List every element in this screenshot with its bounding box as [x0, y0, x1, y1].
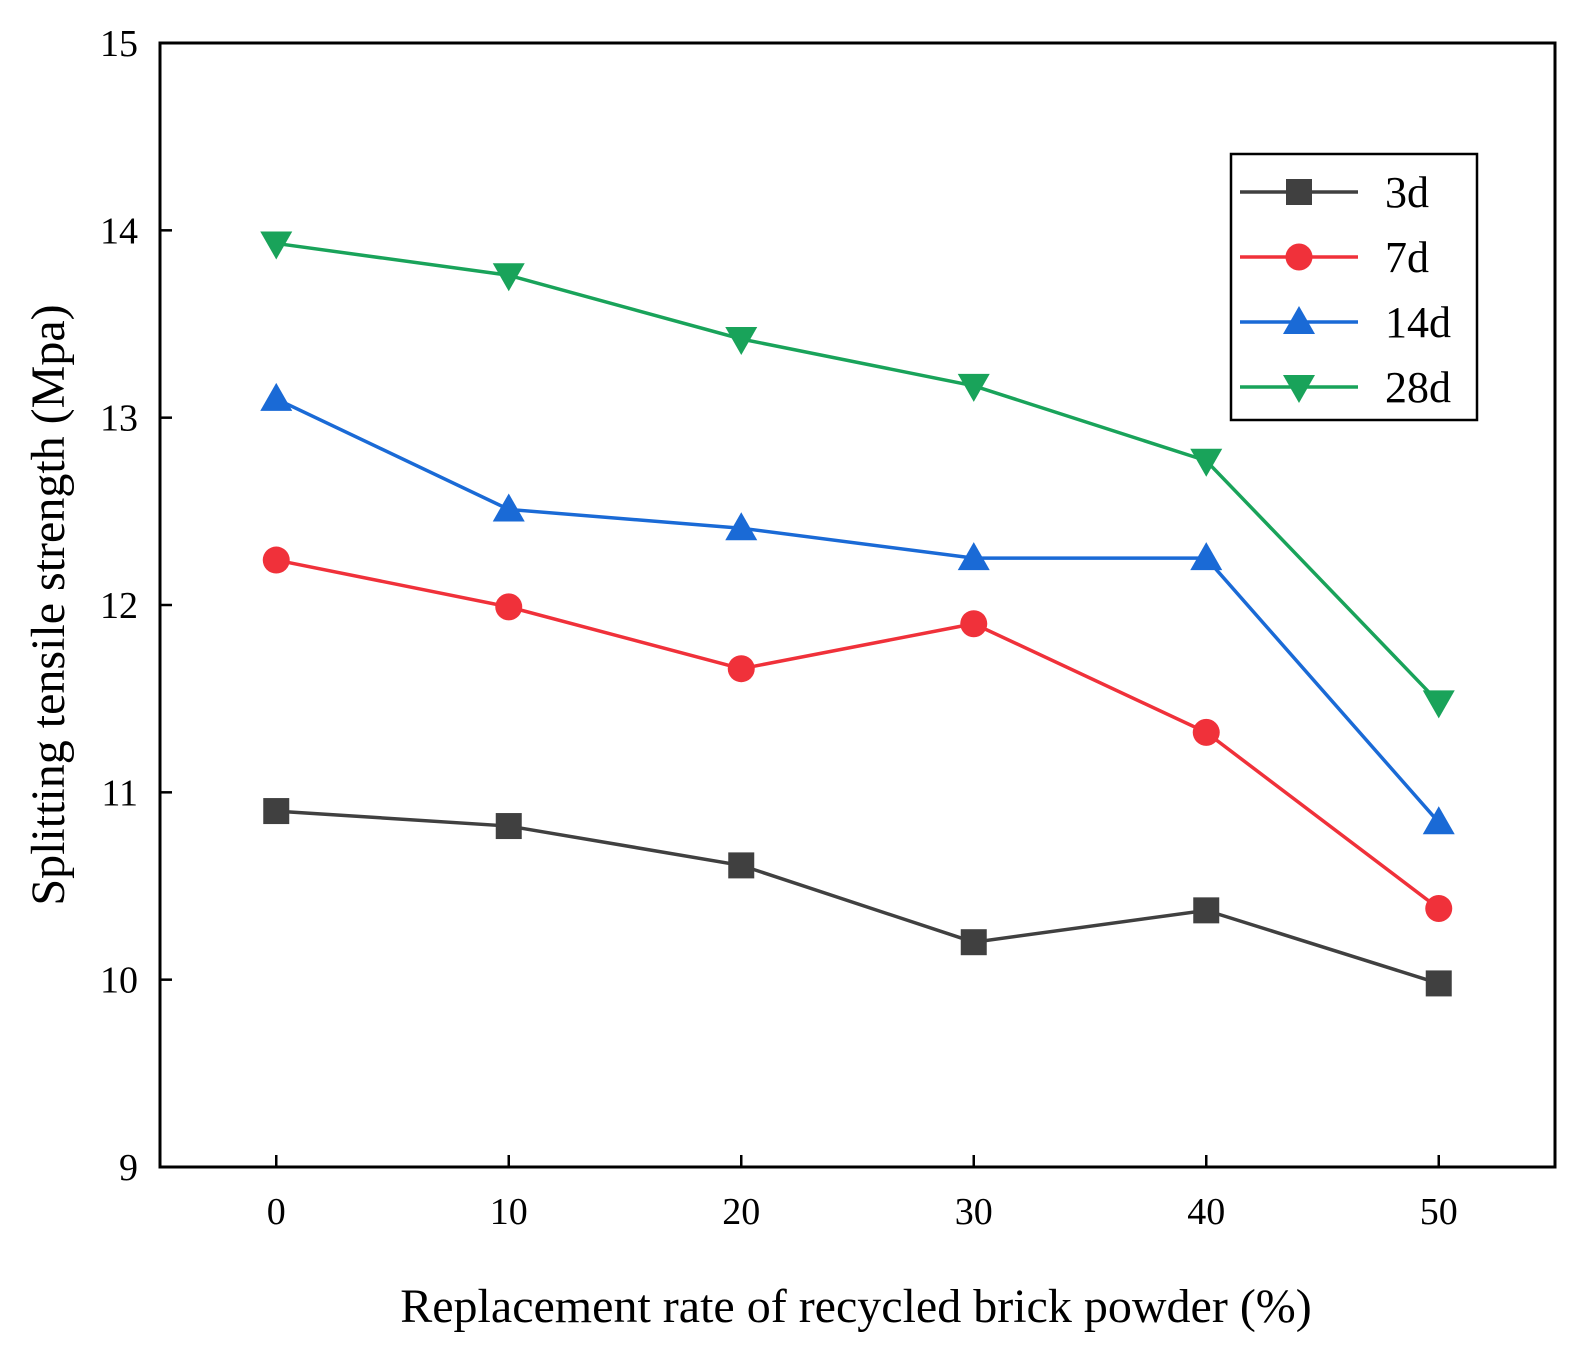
series-line-7d [275, 558, 1440, 910]
data-point-28d [492, 263, 525, 292]
x-tick-label: 40 [1187, 1191, 1225, 1233]
data-point-7d [262, 546, 290, 574]
data-point-28d [725, 326, 758, 355]
x-tick-label: 10 [490, 1191, 528, 1233]
data-point-7d [1425, 894, 1453, 922]
series-28d [260, 231, 1455, 719]
data-point-14d [492, 493, 525, 522]
legend-box [1229, 152, 1479, 422]
y-tick-label: 12 [100, 585, 138, 627]
x-tick-label: 20 [722, 1191, 760, 1233]
series-line-28d [276, 241, 1441, 704]
data-point-3d [1425, 970, 1452, 997]
data-point-14d [1190, 542, 1223, 571]
data-point-3d [495, 813, 522, 840]
x-axis-title: Replacement rate of recycled brick powde… [400, 1280, 1312, 1333]
data-point-14d [260, 382, 293, 411]
data-point-7d [727, 655, 755, 683]
data-point-14d [957, 542, 990, 571]
data-point-28d [957, 373, 990, 402]
data-point-3d [1193, 897, 1220, 924]
series-line-14d [275, 397, 1441, 824]
y-tick-label: 10 [100, 960, 138, 1002]
series-3d [263, 798, 1452, 997]
series-7d [262, 546, 1453, 922]
data-point-28d [260, 231, 293, 260]
data-point-7d [1192, 718, 1220, 746]
data-point-28d [1190, 448, 1223, 477]
axes-layer: 0 10 20 30 40 50 9 10 11 12 13 14 15 [100, 23, 1458, 1233]
data-point-14d [725, 512, 758, 541]
data-point-3d [728, 852, 755, 879]
y-tick-label: 9 [119, 1147, 138, 1189]
series-14d [260, 382, 1455, 835]
x-tick-label: 30 [955, 1191, 993, 1233]
x-tick-label: 0 [267, 1191, 286, 1233]
legend-marker-14d [1283, 306, 1315, 334]
y-tick-label: 13 [100, 398, 138, 440]
data-point-7d [495, 593, 523, 621]
data-point-7d [960, 610, 988, 638]
legend: 3d 7d 14d 28d [1229, 152, 1479, 422]
legend-marker-7d [1285, 243, 1313, 271]
legend-label-7d: 7d [1385, 233, 1429, 282]
legend-label-3d: 3d [1385, 168, 1429, 217]
y-tick-label: 15 [100, 23, 138, 65]
data-point-3d [960, 929, 987, 956]
legend-label-14d: 14d [1385, 298, 1451, 347]
series-line-3d [276, 809, 1440, 986]
y-axis-title: Splitting tensile strength (Mpa) [22, 304, 75, 905]
data-point-3d [263, 798, 290, 825]
data-point-14d [1422, 806, 1455, 835]
y-tick-label: 11 [101, 772, 138, 814]
legend-marker-28d [1283, 375, 1315, 403]
legend-marker-3d [1286, 179, 1312, 205]
data-point-28d [1422, 690, 1455, 719]
legend-label-28d: 28d [1385, 363, 1451, 412]
y-tick-label: 14 [100, 210, 138, 252]
series-layer [260, 231, 1455, 997]
x-tick-label: 50 [1420, 1191, 1458, 1233]
